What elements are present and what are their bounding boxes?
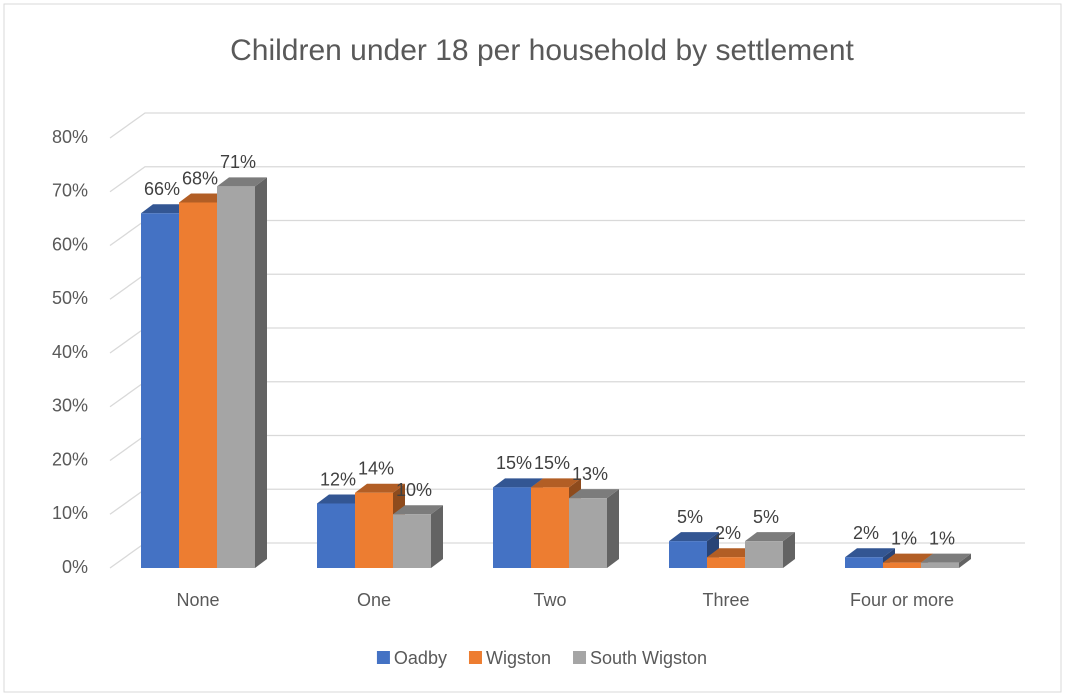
bar xyxy=(393,514,431,568)
bar-top xyxy=(883,553,933,563)
chart-title: Children under 18 per household by settl… xyxy=(230,34,854,67)
legend-swatch xyxy=(573,651,587,664)
y-tick-label: 20% xyxy=(52,449,88,469)
x-tick-label: None xyxy=(176,590,219,610)
grid-line xyxy=(109,166,1025,193)
value-label: 2% xyxy=(715,523,741,543)
bar-top xyxy=(179,193,229,203)
bar xyxy=(569,498,607,568)
value-label: 15% xyxy=(496,453,532,473)
value-label: 5% xyxy=(753,507,779,527)
y-tick-label: 70% xyxy=(52,181,88,201)
legend-label: South Wigston xyxy=(590,648,707,668)
bar-side xyxy=(431,505,443,568)
grid-line xyxy=(109,112,1025,139)
value-label: 1% xyxy=(891,528,917,548)
value-label: 71% xyxy=(220,152,256,172)
bar-top xyxy=(355,483,405,493)
y-tick-label: 50% xyxy=(52,288,88,308)
bar xyxy=(883,562,921,568)
value-label: 1% xyxy=(929,528,955,548)
legend-label: Wigston xyxy=(486,648,551,668)
bar-top xyxy=(921,553,971,563)
bar xyxy=(669,541,707,568)
bar-top xyxy=(141,204,191,214)
bar xyxy=(707,557,745,568)
x-tick-label: One xyxy=(357,590,391,610)
bar-side xyxy=(783,532,795,568)
bar-side xyxy=(607,489,619,568)
bar-top xyxy=(531,478,581,488)
x-tick-label: Four or more xyxy=(850,590,954,610)
bar-top xyxy=(745,532,795,542)
value-label: 68% xyxy=(182,168,218,188)
bar xyxy=(179,202,217,568)
legend-label: Oadby xyxy=(394,648,447,668)
bar-top xyxy=(845,548,895,558)
bar-top xyxy=(493,478,543,488)
bar xyxy=(355,492,393,568)
value-label: 2% xyxy=(853,523,879,543)
y-tick-label: 10% xyxy=(52,503,88,523)
bar xyxy=(317,503,355,568)
value-label: 13% xyxy=(572,464,608,484)
y-tick-label: 60% xyxy=(52,234,88,254)
bar xyxy=(531,487,569,568)
x-tick-label: Two xyxy=(533,590,566,610)
value-label: 14% xyxy=(358,459,394,479)
bar-top xyxy=(669,532,719,542)
legend-swatch xyxy=(376,651,390,664)
bar xyxy=(921,562,959,568)
value-label: 10% xyxy=(396,480,432,500)
bar-top xyxy=(569,489,619,499)
bar xyxy=(493,487,531,568)
y-tick-label: 30% xyxy=(52,396,88,416)
bar-top xyxy=(217,177,267,187)
bar-top xyxy=(707,548,757,558)
value-label: 5% xyxy=(677,507,703,527)
bar xyxy=(141,213,179,568)
x-tick-label: Three xyxy=(702,590,749,610)
y-tick-label: 40% xyxy=(52,342,88,362)
y-tick-label: 0% xyxy=(62,557,88,577)
bar xyxy=(217,186,255,568)
value-label: 12% xyxy=(320,469,356,489)
bar-top xyxy=(317,494,367,504)
bar xyxy=(745,541,783,568)
bar-top xyxy=(393,505,443,515)
value-label: 66% xyxy=(144,179,180,199)
bar-side xyxy=(959,553,971,568)
y-tick-label: 80% xyxy=(52,127,88,147)
bar xyxy=(845,557,883,568)
value-label: 15% xyxy=(534,453,570,473)
bar-side xyxy=(255,177,267,568)
legend-swatch xyxy=(468,651,482,664)
